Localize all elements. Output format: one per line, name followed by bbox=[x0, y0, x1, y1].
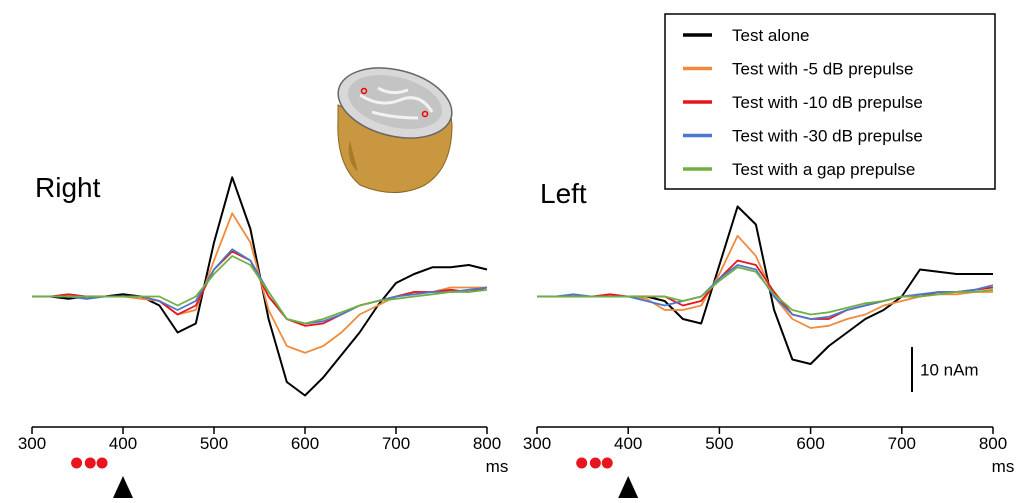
x-tick-label: 400 bbox=[614, 434, 642, 453]
series-line bbox=[537, 265, 993, 319]
prepulse-marker bbox=[590, 458, 601, 469]
prepulse-marker bbox=[576, 458, 587, 469]
panel-title: Left bbox=[540, 178, 587, 209]
series-line bbox=[32, 213, 487, 352]
series-line bbox=[32, 249, 487, 323]
test-marker bbox=[113, 476, 133, 498]
x-tick-label: 500 bbox=[705, 434, 733, 453]
legend-label: Test alone bbox=[732, 26, 810, 45]
prepulse-marker bbox=[85, 458, 96, 469]
prepulse-marker bbox=[602, 458, 613, 469]
legend-label: Test with -5 dB prepulse bbox=[732, 60, 913, 79]
legend-label: Test with a gap prepulse bbox=[732, 160, 915, 179]
test-marker bbox=[618, 476, 638, 498]
x-tick-label: 800 bbox=[473, 434, 501, 453]
head-illustration bbox=[331, 57, 460, 193]
x-tick-label: 600 bbox=[796, 434, 824, 453]
prepulse-marker bbox=[97, 458, 108, 469]
series-line bbox=[537, 207, 993, 365]
x-tick-label: 600 bbox=[291, 434, 319, 453]
x-tick-label: 300 bbox=[18, 434, 46, 453]
prepulse-marker bbox=[71, 458, 82, 469]
series-line bbox=[32, 256, 487, 324]
x-axis-label: ms bbox=[992, 457, 1015, 476]
legend-label: Test with -30 dB prepulse bbox=[732, 127, 923, 146]
x-tick-label: 700 bbox=[888, 434, 916, 453]
series-line bbox=[32, 252, 487, 326]
x-tick-label: 700 bbox=[382, 434, 410, 453]
x-tick-label: 300 bbox=[523, 434, 551, 453]
scale-bar-label: 10 nAm bbox=[920, 361, 979, 380]
series-line bbox=[32, 177, 487, 395]
x-tick-label: 800 bbox=[979, 434, 1007, 453]
figure: Right 300 400 500 600 700 800 ms Left 300 400 500 60… bbox=[0, 0, 1033, 498]
x-axis-label: ms bbox=[486, 457, 509, 476]
x-tick-label: 500 bbox=[200, 434, 228, 453]
x-tick-label: 400 bbox=[109, 434, 137, 453]
legend-label: Test with -10 dB prepulse bbox=[732, 93, 923, 112]
panel-title: Right bbox=[35, 172, 101, 203]
